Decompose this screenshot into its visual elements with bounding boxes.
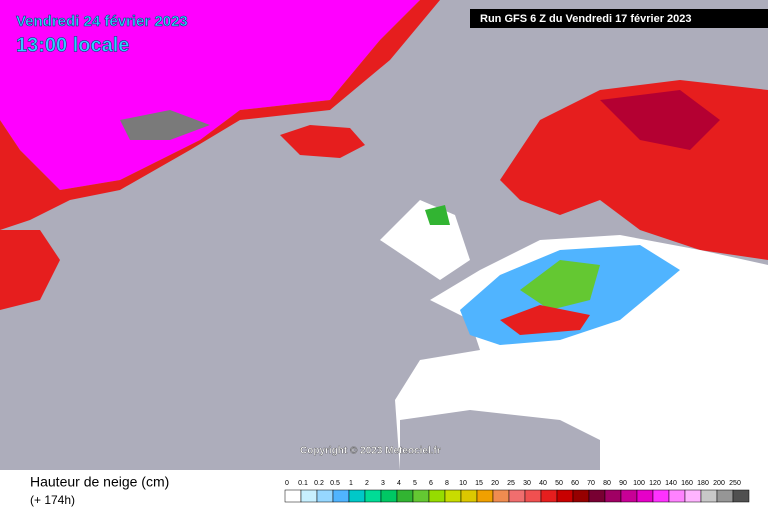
legend-label: 140 <box>665 480 677 487</box>
legend-swatch <box>316 489 334 503</box>
legend: 0 0.1 0.2 0.5 1 2 3 4 5 6 8 10 15 20 25 30 40 50 60 70 80 90 1… <box>284 480 750 503</box>
legend-label: 20 <box>491 480 499 487</box>
legend-swatch <box>284 489 302 503</box>
legend-label: 0 <box>285 480 289 487</box>
legend-label: 2 <box>365 480 369 487</box>
mediterranean <box>400 410 600 470</box>
time: 13:00 locale <box>16 34 129 56</box>
legend-swatch <box>508 489 526 503</box>
legend-swatch <box>668 489 686 503</box>
legend-swatch <box>476 489 494 503</box>
legend-label: 250 <box>729 480 741 487</box>
legend-label: 0.1 <box>298 480 308 487</box>
legend-swatch <box>540 489 558 503</box>
legend-swatch <box>652 489 670 503</box>
legend-label: 0.5 <box>330 480 340 487</box>
legend-swatch <box>412 489 430 503</box>
legend-swatch <box>492 489 510 503</box>
legend-swatch <box>524 489 542 503</box>
legend-label: 120 <box>649 480 661 487</box>
legend-label: 70 <box>587 480 595 487</box>
legend-label: 100 <box>633 480 645 487</box>
legend-swatch <box>588 489 606 503</box>
legend-label: 1 <box>349 480 353 487</box>
date: Vendredi 24 février 2023 <box>16 13 188 30</box>
legend-label: 25 <box>507 480 515 487</box>
legend-label: 6 <box>429 480 433 487</box>
legend-swatch <box>620 489 638 503</box>
copyright: Copyright © 2023 Meteociel.fr <box>300 446 441 457</box>
legend-label: 30 <box>523 480 531 487</box>
footer-lead: (+ 174h) <box>30 493 75 507</box>
alps <box>500 305 590 335</box>
legend-label: 0.2 <box>314 480 324 487</box>
snow-mid <box>520 260 600 310</box>
legend-label: 60 <box>571 480 579 487</box>
legend-swatch <box>700 489 718 503</box>
legend-label: 50 <box>555 480 563 487</box>
legend-swatch <box>460 489 478 503</box>
legend-label: 180 <box>697 480 709 487</box>
legend-label: 80 <box>603 480 611 487</box>
legend-swatch <box>732 489 750 503</box>
iceland <box>280 125 365 158</box>
legend-swatch <box>300 489 318 503</box>
footer-title: Hauteur de neige (cm) <box>30 474 169 490</box>
legend-swatch <box>396 489 414 503</box>
run: Run GFS 6 Z du Vendredi 17 février 2023 <box>480 13 692 25</box>
legend-label: 160 <box>681 480 693 487</box>
run-box <box>470 9 768 28</box>
greenland <box>0 0 420 190</box>
legend-label: 4 <box>397 480 401 487</box>
legend-swatch <box>332 489 350 503</box>
legend-label: 90 <box>619 480 627 487</box>
legend-label: 10 <box>459 480 467 487</box>
legend-swatch <box>684 489 702 503</box>
legend-swatch <box>604 489 622 503</box>
legend-swatch <box>572 489 590 503</box>
legend-swatch <box>444 489 462 503</box>
legend-swatch <box>636 489 654 503</box>
legend-swatch <box>716 489 734 503</box>
greenland-coast <box>0 0 440 230</box>
legend-swatch <box>364 489 382 503</box>
legend-label: 40 <box>539 480 547 487</box>
ice-cap <box>120 110 210 140</box>
legend-swatch <box>428 489 446 503</box>
legend-label: 8 <box>445 480 449 487</box>
legend-swatch <box>348 489 366 503</box>
legend-label: 15 <box>475 480 483 487</box>
legend-swatch <box>556 489 574 503</box>
legend-label: 200 <box>713 480 725 487</box>
scotland-snow <box>425 205 450 225</box>
legend-label: 3 <box>381 480 385 487</box>
legend-label: 5 <box>413 480 417 487</box>
labrador <box>0 230 60 310</box>
lapland <box>600 90 720 150</box>
legend-swatch <box>380 489 398 503</box>
